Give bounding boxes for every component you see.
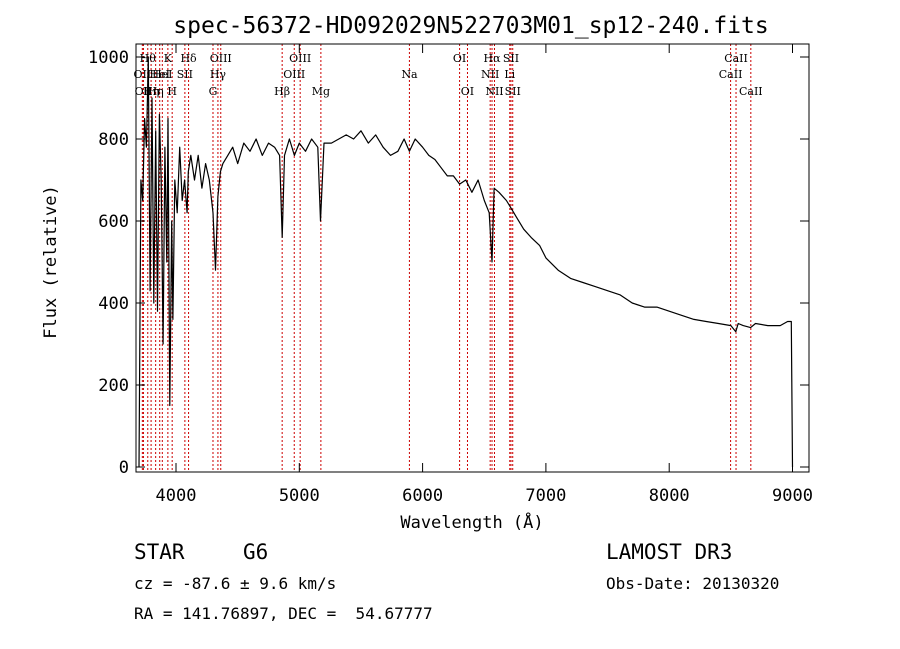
y-tick-label: 600: [98, 212, 129, 232]
y-axis-label: Flux (relative): [41, 185, 61, 339]
line-marker-label: OIII: [210, 52, 232, 65]
line-marker-label: Mg: [312, 85, 330, 98]
object-subclass: G6: [243, 540, 269, 564]
line-marker-label: SII: [505, 85, 521, 98]
line-marker-label: OI: [461, 85, 474, 98]
line-marker-label: Hη: [148, 85, 164, 98]
x-tick-label: 6000: [402, 486, 443, 506]
x-tick-label: 5000: [279, 486, 320, 506]
y-tick-label: 200: [98, 376, 129, 396]
spectrum-line: [138, 56, 794, 468]
obs-date: Obs-Date: 20130320: [606, 574, 780, 593]
line-marker-label: G: [209, 85, 218, 98]
line-marker-label: Hβ: [274, 85, 290, 98]
x-tick-label: 4000: [156, 486, 197, 506]
line-marker-label: SII: [177, 68, 193, 81]
line-marker-labels: OIIOIIHθHηHηHeIHeIKHSIIHδGHγOIIIHβOIIIOI…: [133, 52, 762, 98]
line-marker-label: Li: [504, 68, 515, 81]
line-marker-label: SII: [503, 52, 519, 65]
line-marker-label: Hδ: [180, 52, 197, 65]
y-tick-label: 800: [98, 130, 129, 150]
x-tick-label: 7000: [525, 486, 566, 506]
line-marker-label: HeI: [152, 68, 172, 81]
axis-ticks: 4000 5000 6000 7000 8000 9000 0 200 400 600 800 100…: [88, 44, 813, 506]
y-tick-label: 0: [119, 458, 129, 478]
line-marker-label: NII: [481, 68, 499, 81]
line-marker-label: Na: [401, 68, 418, 81]
line-marker-label: HeI: [149, 68, 169, 81]
x-tick-label: 9000: [772, 486, 813, 506]
x-tick-label: 8000: [649, 486, 690, 506]
line-marker-label: H: [167, 85, 177, 98]
survey-name: LAMOST DR3: [606, 540, 733, 564]
line-marker-label: K: [164, 52, 173, 65]
line-marker-label: Hγ: [210, 68, 227, 81]
line-marker-label: OIII: [283, 68, 305, 81]
x-axis-label: Wavelength (Å): [400, 511, 543, 533]
line-marker-label: CaII: [724, 52, 748, 65]
line-marker-label: OIII: [289, 52, 311, 65]
redshift-cz: cz = -87.6 ± 9.6 km/s: [134, 574, 337, 593]
line-marker-label: CaII: [719, 68, 743, 81]
chart-title: spec-56372-HD092029N522703M01_sp12-240.f…: [173, 13, 768, 39]
y-tick-label: 400: [98, 294, 129, 314]
ra-dec: RA = 141.76897, DEC = 54.67777: [134, 604, 433, 623]
line-marker-label: CaII: [739, 85, 763, 98]
line-marker-label: OI: [453, 52, 466, 65]
plot-frame: [135, 43, 810, 473]
object-class: STAR: [134, 540, 185, 564]
line-marker-label: NII: [485, 85, 503, 98]
line-marker-label: OII: [133, 68, 151, 81]
y-tick-label: 1000: [88, 48, 129, 68]
line-markers: [141, 44, 752, 472]
line-marker-label: Hα: [484, 52, 502, 65]
